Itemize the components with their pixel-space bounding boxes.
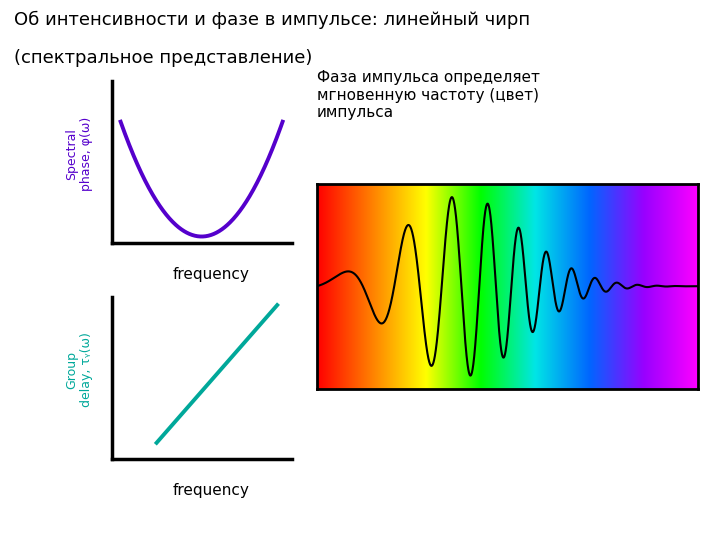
Text: Об интенсивности и фазе в импульсе: линейный чирп: Об интенсивности и фазе в импульсе: лине… <box>14 11 531 29</box>
Text: Spectral
phase, φ(ω): Spectral phase, φ(ω) <box>66 117 93 191</box>
Text: frequency: frequency <box>172 267 249 282</box>
Text: Group
delay, τᵧ(ω): Group delay, τᵧ(ω) <box>66 333 93 407</box>
Text: Фаза импульса определяет
мгновенную частоту (цвет)
импульса: Фаза импульса определяет мгновенную част… <box>317 70 540 120</box>
Text: frequency: frequency <box>172 483 249 498</box>
Text: (спектральное представление): (спектральное представление) <box>14 49 312 66</box>
